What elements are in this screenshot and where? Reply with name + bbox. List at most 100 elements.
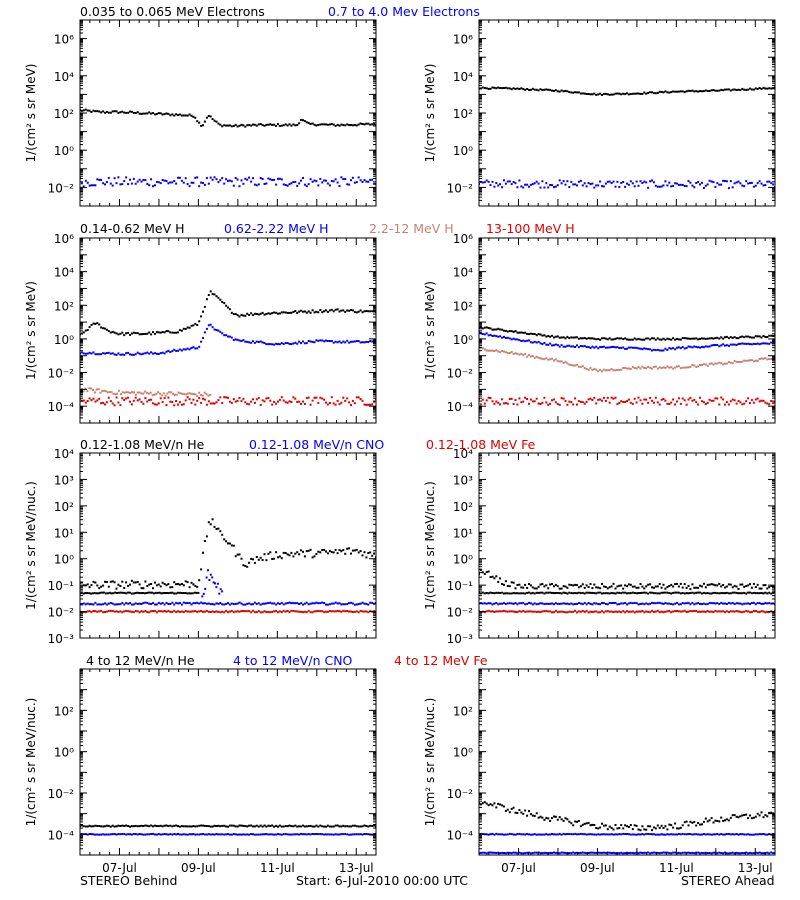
data-point — [672, 603, 675, 606]
data-point — [138, 333, 141, 336]
data-point — [597, 347, 600, 350]
data-point — [242, 610, 245, 613]
data-point — [205, 825, 208, 827]
data-point — [493, 611, 496, 613]
data-point — [651, 91, 653, 94]
data-point — [662, 184, 665, 187]
data-point — [238, 824, 241, 827]
data-point — [161, 331, 164, 333]
data-point — [319, 824, 322, 827]
data-point — [107, 351, 110, 354]
data-point — [348, 825, 351, 828]
data-point — [188, 601, 191, 604]
data-point — [127, 331, 130, 334]
data-point — [743, 402, 746, 405]
data-point — [192, 602, 195, 605]
data-point — [175, 611, 178, 614]
data-point — [639, 347, 642, 350]
data-point — [205, 298, 208, 301]
data-point — [676, 182, 678, 185]
data-point — [491, 400, 494, 403]
data-point — [102, 401, 105, 404]
data-point — [163, 583, 166, 585]
data-point — [93, 391, 96, 394]
data-point — [518, 87, 521, 90]
data-point — [136, 111, 139, 114]
data-point — [643, 591, 646, 594]
data-point — [221, 125, 224, 128]
data-point — [528, 610, 530, 613]
data-point — [365, 310, 368, 312]
data-point — [593, 367, 596, 370]
data-point — [196, 399, 199, 402]
data-point — [160, 394, 163, 397]
plot-frame — [478, 237, 776, 424]
data-point — [203, 824, 206, 827]
data-point — [348, 309, 351, 312]
data-point — [132, 592, 135, 595]
data-point — [670, 583, 673, 586]
data-point — [722, 363, 725, 366]
data-point — [637, 396, 640, 399]
data-point — [250, 400, 253, 403]
data-point — [132, 353, 135, 356]
data-point — [687, 337, 690, 340]
data-point — [213, 603, 216, 606]
y-tick-label: 10⁰ — [453, 553, 473, 567]
data-point — [616, 585, 619, 588]
data-point — [727, 88, 730, 91]
data-point — [702, 591, 705, 594]
data-point — [205, 602, 208, 605]
data-point — [121, 110, 124, 113]
data-point — [144, 601, 147, 604]
y-tick-label: 10⁰ — [54, 144, 74, 158]
data-point — [159, 352, 162, 355]
data-point — [275, 610, 278, 613]
data-point — [154, 591, 157, 594]
data-point — [253, 183, 256, 186]
data-point — [152, 832, 154, 835]
data-point — [622, 602, 625, 605]
data-point — [577, 591, 580, 594]
data-point — [350, 179, 352, 182]
data-point — [716, 344, 719, 346]
y-axis-label: 1/(cm² s sr MeV/nuc.) — [24, 481, 38, 610]
data-point — [647, 610, 650, 613]
data-point — [679, 610, 682, 613]
data-point — [259, 556, 262, 559]
data-point — [531, 610, 534, 613]
data-point — [583, 337, 586, 339]
data-point — [697, 586, 700, 589]
data-point — [238, 601, 241, 604]
data-point — [528, 402, 530, 405]
data-point — [248, 824, 251, 827]
data-point — [330, 833, 333, 836]
data-point — [687, 601, 690, 604]
data-point — [506, 585, 509, 587]
data-point — [282, 399, 285, 402]
data-point — [177, 403, 179, 406]
data-point — [296, 400, 299, 403]
data-point — [92, 389, 94, 391]
data-point — [558, 360, 561, 363]
data-point — [332, 833, 335, 836]
data-point — [317, 184, 320, 187]
data-point — [195, 591, 198, 594]
data-point — [479, 602, 482, 605]
data-point — [522, 400, 525, 403]
data-point — [338, 340, 341, 343]
data-point — [608, 602, 611, 604]
data-point — [714, 185, 717, 188]
data-point — [520, 87, 523, 90]
data-point — [321, 397, 324, 400]
data-point — [225, 124, 228, 127]
data-point — [209, 833, 212, 836]
data-point — [257, 825, 260, 828]
data-point — [560, 182, 563, 185]
data-point — [123, 603, 126, 606]
data-point — [319, 123, 322, 126]
data-point — [332, 551, 335, 554]
data-point — [547, 88, 550, 91]
data-point — [113, 331, 116, 334]
data-point — [180, 583, 183, 585]
